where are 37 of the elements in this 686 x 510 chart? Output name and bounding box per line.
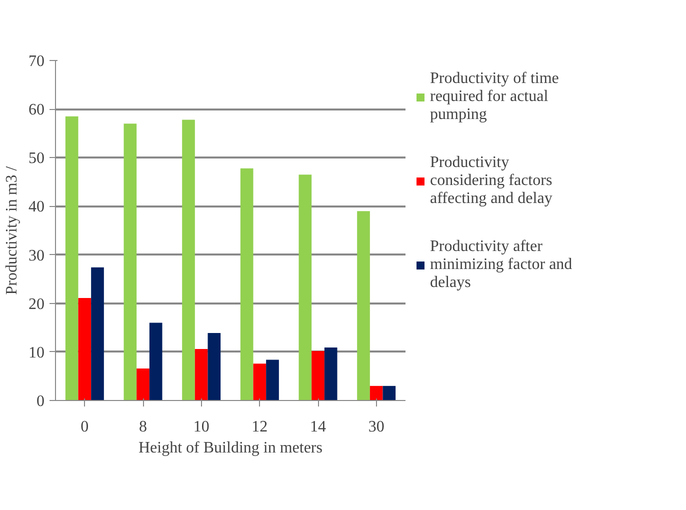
bar — [324, 348, 338, 400]
x-tick-label: 12 — [252, 418, 268, 436]
y-tick-label: 0 — [36, 393, 44, 410]
y-tick-label: 40 — [28, 198, 44, 216]
x-tick-label: 0 — [80, 418, 89, 436]
y-tick-label: 70 — [28, 53, 44, 70]
legend-label: Productivity of time required for actual pumping — [430, 70, 560, 124]
bar — [382, 386, 396, 400]
legend-label: Productivity after minimizing factor and delays — [430, 238, 574, 292]
bar — [370, 386, 383, 400]
x-axis-title: Height of Building in meters — [138, 440, 322, 456]
bar — [266, 360, 279, 400]
bar — [312, 350, 324, 400]
bar — [298, 174, 312, 400]
bar — [149, 322, 162, 400]
y-tick-label: 20 — [28, 296, 44, 313]
y-tick-label: 50 — [28, 150, 44, 168]
x-tick-label: 10 — [193, 418, 210, 436]
bar — [78, 298, 92, 400]
bar — [253, 364, 266, 400]
bar — [136, 368, 150, 400]
x-tick-label: 8 — [139, 418, 147, 436]
x-tick-label: 30 — [368, 418, 384, 436]
legend-label: Productivity considering factors affecting and delay — [430, 154, 554, 208]
bar — [124, 124, 137, 400]
bar — [91, 267, 104, 400]
bar — [194, 349, 208, 400]
y-tick-label: 10 — [28, 344, 44, 362]
x-tick-label: 14 — [310, 418, 326, 436]
bar — [240, 168, 254, 400]
bar — [65, 116, 78, 400]
bar — [182, 120, 195, 400]
y-axis-title: Productivity in m3 / — [4, 166, 20, 295]
y-tick-label: 60 — [28, 102, 44, 119]
bar — [357, 211, 370, 400]
y-tick-label: 30 — [28, 247, 44, 264]
bar — [208, 332, 221, 400]
